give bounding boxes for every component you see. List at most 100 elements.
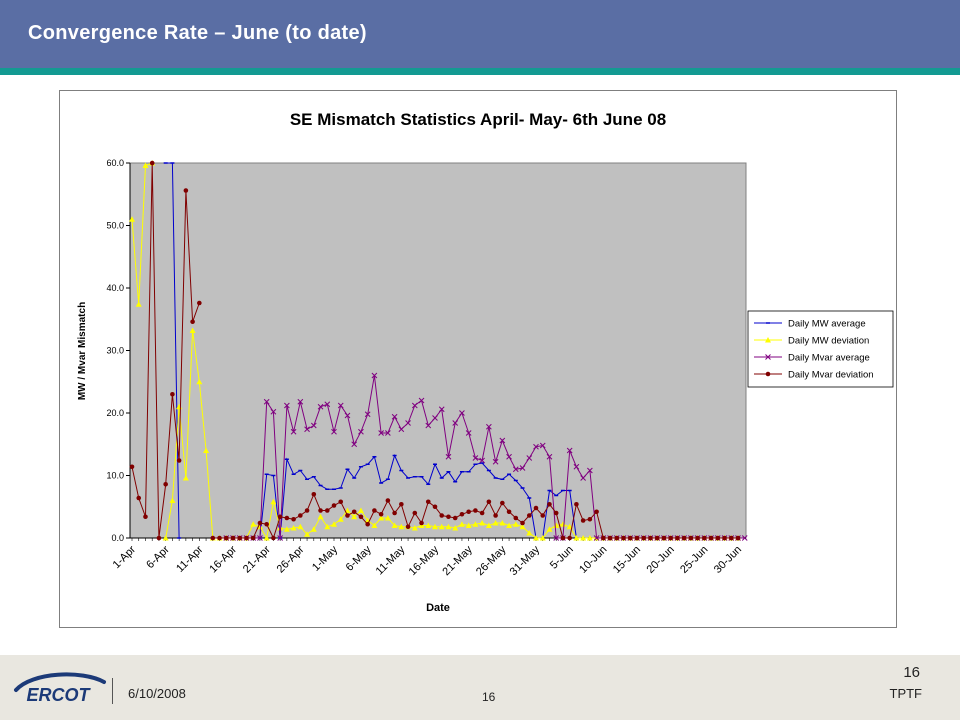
data-point: [438, 523, 445, 530]
data-point: [601, 535, 606, 541]
x-tick-label: 31-May: [508, 543, 543, 578]
data-point: [506, 509, 512, 515]
data-point: [310, 526, 317, 532]
y-axis-label: MW / Mvar Mismatch: [77, 302, 88, 400]
data-point: [586, 535, 593, 541]
data-point: [722, 535, 727, 541]
data-point: [244, 535, 249, 541]
data-point: [580, 535, 587, 541]
data-point: [472, 455, 479, 461]
legend-label: Daily Mvar average: [788, 353, 870, 364]
y-tick-label: 60.0: [106, 158, 124, 168]
data-point: [485, 522, 492, 528]
data-point: [539, 442, 546, 449]
data-point: [512, 466, 519, 473]
data-point: [546, 526, 553, 532]
data-point: [398, 523, 405, 530]
data-point: [129, 464, 135, 470]
data-point: [391, 522, 398, 528]
ercot-logo: ERCOT: [14, 672, 106, 705]
data-point: [499, 520, 506, 526]
slide-title: Convergence Rate – June (to date): [28, 22, 367, 44]
data-point: [439, 513, 445, 518]
x-tick-label: 16-May: [407, 543, 442, 578]
plot-area: [129, 162, 747, 539]
data-point: [217, 535, 222, 541]
data-point: [190, 319, 195, 325]
data-point: [418, 397, 425, 404]
data-point: [580, 475, 586, 481]
data-point: [385, 498, 391, 503]
x-tick-label: 21-May: [440, 543, 475, 578]
data-point: [378, 511, 384, 517]
data-point: [270, 408, 277, 415]
data-point: [142, 162, 149, 168]
data-point: [432, 504, 438, 510]
page-number-center: 16: [482, 690, 496, 704]
x-tick-label: 25-Jun: [678, 544, 710, 576]
legend: Daily MW average Daily MW deviation Daily …: [747, 310, 894, 388]
data-point: [324, 523, 331, 530]
logo-text: ERCOT: [27, 685, 92, 705]
data-point: [438, 406, 445, 413]
data-point: [445, 523, 452, 530]
x-tick-label: 1-Apr: [111, 543, 139, 571]
data-point: [465, 522, 472, 528]
data-point: [715, 535, 721, 541]
data-point: [256, 523, 263, 530]
data-point: [283, 526, 290, 532]
data-point: [506, 453, 512, 460]
chart: SE Mismatch Statistics April- May- 6th J…: [77, 110, 894, 614]
header-accent-strip: [0, 68, 960, 75]
data-point: [728, 535, 734, 541]
data-point: [708, 535, 714, 541]
data-point: [648, 535, 653, 541]
series-layer: [129, 160, 748, 541]
data-point: [627, 535, 633, 541]
data-point: [445, 453, 452, 460]
data-point: [735, 535, 741, 541]
legend-label: Daily MW deviation: [788, 336, 869, 347]
data-point: [358, 428, 364, 435]
page-number: 16: [903, 664, 920, 681]
legend-item: Daily MW average: [754, 319, 866, 330]
data-point: [189, 327, 196, 333]
data-point: [702, 535, 707, 541]
data-point: [553, 535, 560, 541]
data-point: [593, 535, 600, 541]
x-tick-label: 11-Apr: [174, 543, 205, 574]
data-point: [169, 497, 176, 503]
data-point: [338, 499, 344, 505]
data-point: [607, 535, 613, 541]
data-point: [304, 426, 310, 433]
data-point: [351, 509, 357, 515]
data-point: [492, 520, 499, 526]
data-point: [398, 426, 405, 433]
data-point: [257, 520, 263, 526]
data-point: [459, 410, 465, 416]
data-point: [324, 401, 331, 408]
data-point: [566, 523, 573, 530]
data-point: [331, 521, 337, 527]
data-point: [547, 501, 552, 507]
x-tick-label: 26-May: [474, 543, 509, 578]
data-point: [479, 510, 485, 516]
data-point: [384, 515, 391, 521]
data-point: [163, 481, 168, 487]
data-point: [263, 398, 270, 405]
data-point: [297, 523, 304, 530]
data-point: [479, 520, 486, 526]
data-point: [587, 516, 593, 522]
data-point: [533, 443, 539, 450]
data-point: [446, 514, 451, 520]
data-point: [634, 535, 640, 541]
data-point: [284, 402, 290, 409]
data-point: [472, 521, 479, 527]
data-point: [196, 378, 203, 385]
legend-label: Daily MW average: [788, 319, 866, 330]
data-point: [741, 535, 748, 541]
x-tick-label: 26-Apr: [275, 543, 307, 575]
data-point: [466, 509, 471, 515]
chart-title: SE Mismatch Statistics April- May- 6th J…: [290, 110, 666, 129]
legend-item: Daily Mvar average: [754, 353, 870, 364]
